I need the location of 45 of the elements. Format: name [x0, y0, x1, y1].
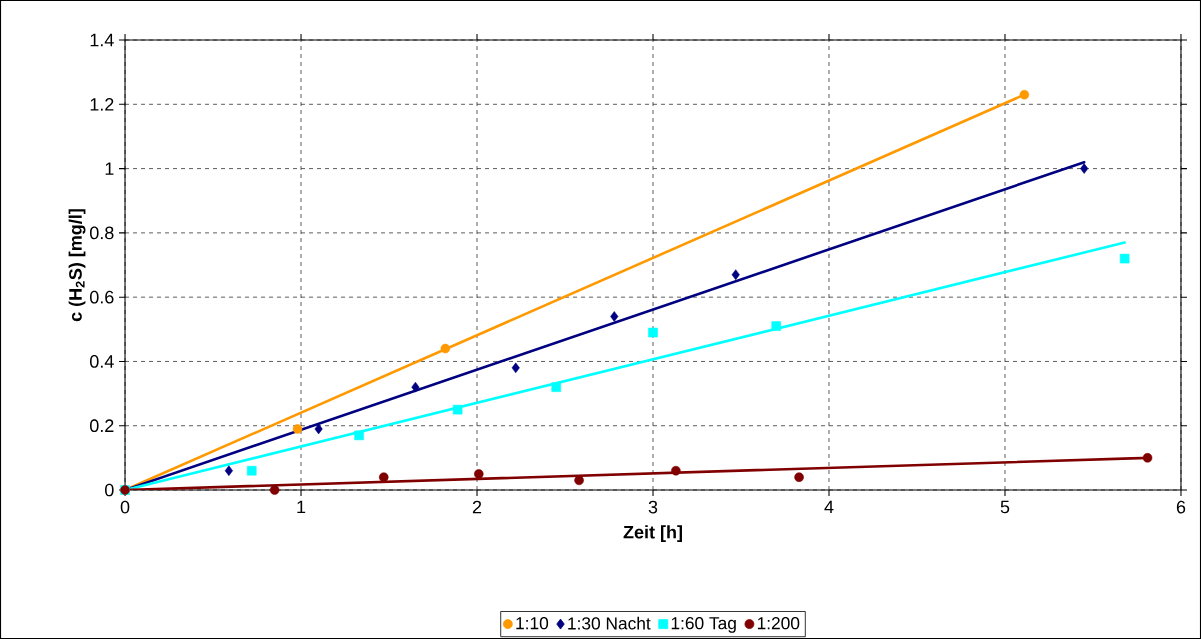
point	[794, 472, 804, 482]
legend-label: 1:30 Nacht	[568, 616, 651, 630]
y-tick-label: 0.8	[90, 226, 114, 240]
point	[452, 404, 463, 415]
point	[1019, 89, 1030, 100]
point	[411, 381, 420, 393]
x-tick-label: 1	[297, 500, 306, 514]
point	[474, 469, 484, 479]
point	[731, 269, 740, 280]
point	[292, 424, 303, 434]
point	[246, 465, 257, 476]
legend-label: 1:200	[757, 617, 800, 630]
legend-label: 1:60 Tag	[671, 617, 736, 633]
y-tick-label: 1	[105, 162, 114, 175]
x-axis-title: Zeit [h]	[623, 525, 682, 543]
point	[551, 382, 561, 392]
point	[1119, 253, 1130, 264]
point	[771, 321, 781, 331]
point	[378, 472, 389, 482]
y-tick-label: 1.4	[90, 33, 114, 47]
point	[1142, 453, 1153, 463]
x-tick-label: 2	[472, 500, 482, 514]
point	[610, 311, 619, 322]
y-tick-label: 0	[105, 483, 114, 497]
y-axis-title: c (H$_{2}$S) [mg/l]	[68, 209, 86, 322]
y-tick-label: 0.2	[90, 419, 114, 433]
point	[224, 465, 233, 476]
x-tick-label: 3	[648, 500, 658, 514]
point	[648, 327, 658, 338]
point	[314, 423, 323, 435]
point	[511, 362, 520, 374]
point	[671, 465, 681, 476]
y-tick-label: 1.2	[90, 98, 114, 111]
x-tick-label: 6	[1176, 500, 1186, 514]
legend-label: 1:10	[516, 617, 549, 630]
x-tick-label: 4	[824, 500, 834, 514]
point	[269, 485, 280, 495]
y-tick-label: 0.4	[90, 355, 114, 368]
point	[1080, 163, 1089, 174]
point	[354, 430, 364, 441]
x-tick-label: 5	[1000, 500, 1010, 514]
x-tick-label: 0	[120, 500, 130, 514]
y-tick-label: 0.6	[90, 290, 114, 304]
point	[574, 475, 584, 486]
point	[440, 343, 451, 354]
